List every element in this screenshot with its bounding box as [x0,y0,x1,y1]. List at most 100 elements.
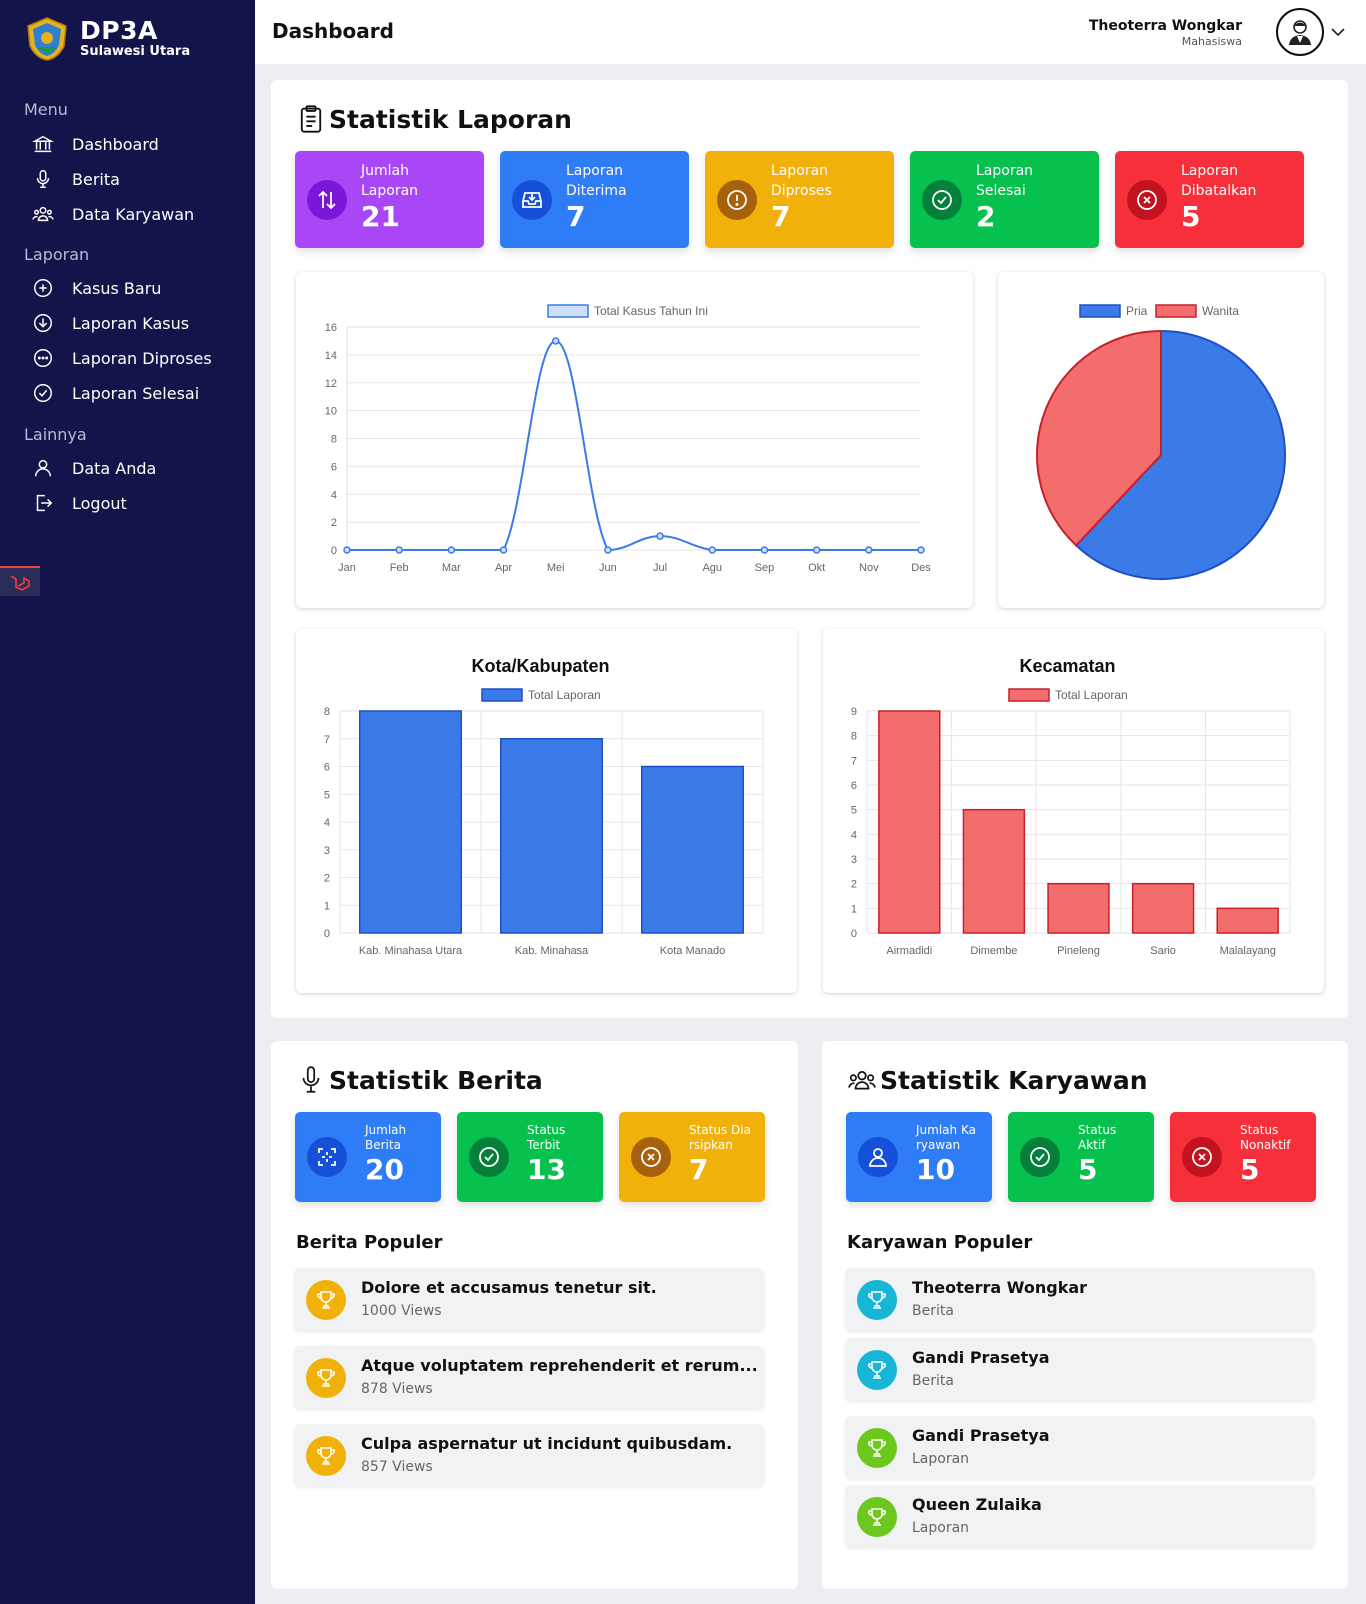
bar[interactable] [1047,882,1110,934]
user-avatar-icon [1289,20,1311,45]
x-tick-label: Jan [338,562,356,574]
data-point[interactable] [395,546,403,554]
y-tick-label: 0 [324,928,330,940]
people-icon [848,1071,876,1090]
list-item[interactable]: Culpa aspernatur ut incidunt quibusdam. 8… [294,1424,764,1486]
user-name: Theoterra Wongkar [1088,18,1242,34]
trophy-icon [868,1291,886,1309]
x-tick-label: Apr [495,562,512,574]
stat-label: Laporan [976,163,1034,179]
y-tick-label: 7 [851,755,857,767]
legend-swatch [1079,304,1121,318]
sidebar-item-berita[interactable]: Berita [32,165,120,193]
trophy-icon [868,1508,886,1526]
avatar[interactable] [1276,8,1324,56]
stat-card: Status Terbit 13 [457,1112,603,1202]
stat-icon-circle [469,1137,509,1177]
x-tick-label: Okt [808,562,825,574]
y-tick-label: 0 [851,928,857,940]
sidebar-item-dashboard[interactable]: Dashboard [32,130,159,158]
data-point[interactable] [656,532,664,540]
list-item[interactable]: Dolore et accusamus tenetur sit. 1000 Vie… [294,1268,764,1330]
stat-value: 13 [527,1153,566,1186]
pie-slice[interactable] [1036,329,1162,547]
data-point[interactable] [551,337,560,345]
bar[interactable] [1131,882,1195,934]
inbox-icon [522,191,542,208]
list-item-subtitle: 878 Views [361,1381,433,1397]
data-point[interactable] [343,546,351,554]
check-circle-icon [479,1147,499,1167]
sidebar-item-laporan-diproses[interactable]: Laporan Diproses [32,344,212,372]
legend-label: Wanita [1202,304,1239,318]
x-circle-icon [1137,189,1157,210]
data-point[interactable] [499,546,508,554]
scan-icon [318,1148,336,1166]
list-item[interactable]: Gandi Prasetya Berita [845,1338,1315,1400]
user-info[interactable]: Theoterra Wongkar Mahasiswa [1089,17,1242,49]
microphone-icon [302,1066,320,1093]
data-point[interactable] [604,546,612,554]
sidebar-item-kasus-baru[interactable]: Kasus Baru [32,274,161,302]
trophy-icon [868,1439,886,1457]
plus-circle-icon [34,279,52,297]
stat-label: Laporan [1181,163,1239,179]
trophy-badge [857,1428,897,1468]
pie-chart-panel: Pria Wanita [998,272,1324,608]
stat-label: ryawan [916,1138,961,1152]
stat-label: Nonaktif [1240,1138,1291,1152]
list-item-subtitle: 1000 Views [361,1303,442,1319]
data-point[interactable] [865,546,873,554]
bar[interactable] [358,710,463,934]
bar[interactable] [640,765,745,934]
legend-label: Pria [1126,304,1148,318]
pie-slice[interactable] [1074,329,1286,580]
list-item[interactable]: Atque voluptatem reprehenderit et rerum.… [294,1346,764,1408]
legend-label: Total Laporan [1055,688,1128,702]
y-tick-label: 1 [324,900,330,912]
sidebar-item-laporan-kasus[interactable]: Laporan Kasus [32,309,189,337]
data-point[interactable] [447,546,456,554]
y-tick-label: 4 [324,817,330,829]
list-item-title: Dolore et accusamus tenetur sit. [361,1278,657,1297]
brand-subtitle: Sulawesi Utara [80,44,191,59]
stat-label: Status [527,1123,566,1137]
y-tick-label: 6 [851,780,857,792]
kecamatan-bar-chart: Kecamatan Total Laporan 0 1 2 3 4 5 6 7 8 9 Airmadid… [851,656,1291,957]
stat-label: Diterima [566,183,627,199]
legend-swatch [547,304,589,318]
y-tick-label: 4 [851,829,857,841]
bar[interactable] [878,710,941,934]
logo-icon [27,17,67,61]
stat-label: Status Dia [689,1123,751,1137]
karyawan-card: Statistik Karyawan Jumlah Ka ryawan 10 Stat… [822,1041,1348,1589]
data-point[interactable] [760,546,769,554]
stat-label: Laporan [566,163,624,179]
debugbar-toggle[interactable] [0,566,40,596]
bar[interactable] [1216,907,1279,934]
stat-card: Jumlah Berita 20 [295,1112,441,1202]
list-item[interactable]: Gandi Prasetya Laporan [845,1416,1315,1478]
bar[interactable] [962,808,1026,934]
data-point[interactable] [812,546,821,554]
kecamatan-chart-panel: Kecamatan Total Laporan 0 1 2 3 4 5 6 7 8 9 Airmadid… [823,629,1324,993]
stat-label: Jumlah [361,163,409,179]
list-item[interactable]: Theoterra Wongkar Berita [845,1268,1315,1330]
stat-label: Diproses [771,183,832,199]
top-header: Dashboard Theoterra Wongkar Mahasiswa [255,0,1366,64]
sidebar-item-laporan-selesai[interactable]: Laporan Selesai [32,379,199,407]
sidebar-item-data-anda[interactable]: Data Anda [32,454,156,482]
brand[interactable]: DP3A Sulawesi Utara [24,16,190,62]
stat-label: Status [1078,1123,1117,1137]
sidebar-item-data-karyawan[interactable]: Data Karyawan [32,200,194,228]
list-item-subtitle: Berita [912,1303,954,1319]
chevron-down-icon[interactable] [1330,24,1346,40]
bar[interactable] [499,738,604,934]
sidebar-item-logout[interactable]: Logout [32,489,127,517]
list-item[interactable]: Queen Zulaika Laporan [845,1485,1315,1547]
stat-label: Jumlah [365,1123,407,1137]
laravel-icon [10,575,30,591]
data-point[interactable] [708,546,717,554]
data-point[interactable] [917,546,925,554]
laporan-title: Statistik Laporan [297,104,572,134]
